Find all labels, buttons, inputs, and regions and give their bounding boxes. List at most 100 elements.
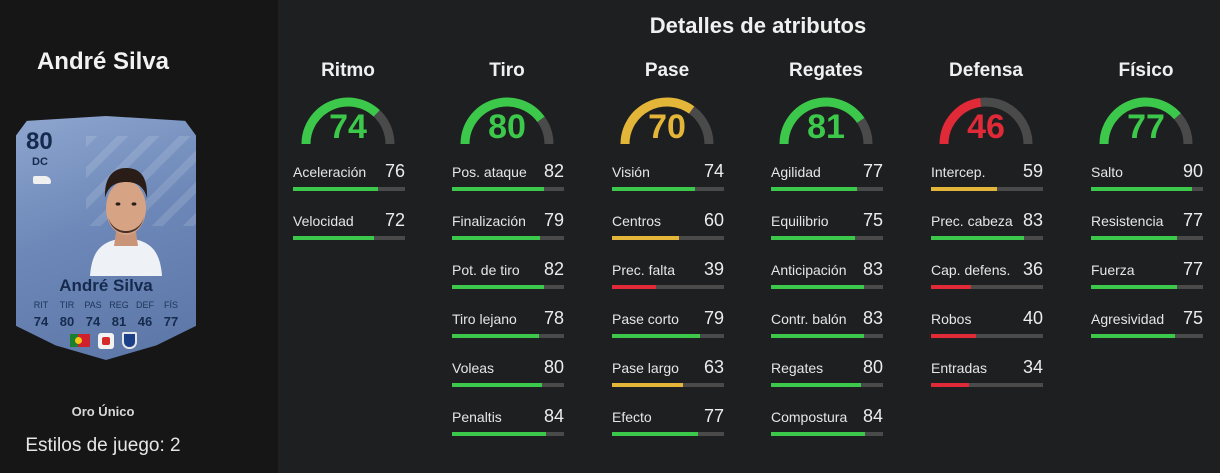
attribute-label: Regates: [771, 360, 824, 376]
attribute-label: Fuerza: [1091, 262, 1135, 278]
attribute-row[interactable]: Centros 60: [612, 210, 730, 262]
attribute-row[interactable]: Prec. cabeza 83: [931, 210, 1049, 262]
attribute-bar-fill: [452, 383, 542, 387]
attribute-bar-track: [771, 334, 883, 338]
attribute-bar-fill: [293, 187, 379, 191]
attribute-label: Entradas: [931, 360, 988, 376]
gauge-arc: [939, 97, 1033, 145]
gauge-fill: [1099, 97, 1181, 145]
attribute-row[interactable]: Pos. ataque 82: [452, 161, 570, 213]
attribute-label: Prec. cabeza: [931, 213, 1013, 229]
attribute-row[interactable]: Pase corto 79: [612, 308, 730, 360]
attribute-row[interactable]: Aceleración 76: [293, 161, 411, 213]
attribute-row[interactable]: Intercep. 59: [931, 161, 1049, 213]
category-gauge: 70: [617, 94, 717, 150]
player-card[interactable]: 80 DC André Silva RIT 74 TIR 80 PAS 74 REG 8…: [16, 116, 196, 360]
attribute-label: Penaltis: [452, 409, 502, 425]
category-gauge: 80: [457, 94, 557, 150]
attribute-row[interactable]: Regates 80: [771, 357, 889, 409]
attribute-column-pase: Pase 70 Visión 74 Centros 60 Prec. falta 39 Pase…: [602, 60, 732, 458]
attribute-bar-fill: [931, 236, 1024, 240]
card-stat-value: 74: [33, 314, 49, 329]
category-title: Defensa: [949, 60, 1023, 81]
attribute-bar-fill: [931, 187, 998, 191]
attribute-row[interactable]: Contr. balón 83: [771, 308, 889, 360]
attribute-row[interactable]: Agresividad 75: [1091, 308, 1209, 360]
attribute-row[interactable]: Voleas 80: [452, 357, 570, 409]
attribute-row[interactable]: Cap. defens. 36: [931, 259, 1049, 311]
attribute-row[interactable]: Velocidad 72: [293, 210, 411, 262]
attribute-bar-fill: [931, 334, 976, 338]
attribute-bar-track: [1091, 236, 1203, 240]
attribute-bar-track: [612, 383, 724, 387]
attribute-value: 34: [1022, 357, 1043, 377]
card-stat-value: 46: [137, 314, 153, 329]
attribute-row[interactable]: Equilibrio 75: [771, 210, 889, 262]
attribute-row[interactable]: Tiro lejano 78: [452, 308, 570, 360]
attribute-bar-track: [931, 383, 1043, 387]
category-title: Ritmo: [321, 60, 375, 81]
attribute-label: Agilidad: [771, 164, 821, 180]
attribute-value: 79: [703, 308, 724, 328]
attribute-row[interactable]: Compostura 84: [771, 406, 889, 458]
card-stat-label: REG: [109, 300, 129, 310]
card-stat: PAS 74: [80, 300, 106, 329]
attribute-value: 79: [543, 210, 564, 230]
attribute-row[interactable]: Pase largo 63: [612, 357, 730, 409]
attribute-bar-track: [1091, 285, 1203, 289]
attribute-row[interactable]: Visión 74: [612, 161, 730, 213]
attribute-bar-fill: [771, 432, 866, 436]
gauge-fill: [939, 97, 982, 145]
attribute-label: Resistencia: [1091, 213, 1164, 229]
attribute-bar-track: [612, 334, 724, 338]
category-rating: 80: [488, 108, 526, 146]
attribute-value: 63: [703, 357, 724, 377]
playstyles-count[interactable]: Estilos de juego: 2: [25, 435, 181, 456]
attribute-row[interactable]: Prec. falta 39: [612, 259, 730, 311]
attribute-row[interactable]: Penaltis 84: [452, 406, 570, 458]
attribute-bar-track: [612, 432, 724, 436]
attribute-row[interactable]: Pot. de tiro 82: [452, 259, 570, 311]
attribute-row[interactable]: Salto 90: [1091, 161, 1209, 213]
category-gauge: 81: [776, 94, 876, 150]
attribute-row[interactable]: Entradas 34: [931, 357, 1049, 409]
attribute-value: 80: [543, 357, 564, 377]
attribute-bar-track: [931, 285, 1043, 289]
attribute-bar-fill: [771, 187, 858, 191]
attribute-row[interactable]: Finalización 79: [452, 210, 570, 262]
attribute-bar-track: [771, 432, 883, 436]
attributes-panel-title: Detalles de atributos: [649, 13, 867, 38]
attribute-value: 40: [1022, 308, 1043, 328]
attribute-label: Equilibrio: [771, 213, 829, 229]
card-position: DC: [32, 156, 48, 168]
attribute-row[interactable]: Anticipación 83: [771, 259, 889, 311]
category-title: Regates: [789, 60, 863, 81]
attribute-bar-fill: [452, 187, 544, 191]
attribute-row[interactable]: Fuerza 77: [1091, 259, 1209, 311]
attribute-bar-track: [771, 285, 883, 289]
attribute-bar-fill: [931, 383, 970, 387]
attribute-row[interactable]: Efecto 77: [612, 406, 730, 458]
attribute-value: 76: [384, 161, 405, 181]
card-stat-label: PAS: [84, 300, 102, 310]
attribute-row[interactable]: Robos 40: [931, 308, 1049, 360]
attribute-bar-fill: [452, 432, 547, 436]
attribute-label: Salto: [1091, 164, 1123, 180]
boot-icon: [33, 176, 51, 184]
attribute-bar-track: [771, 187, 883, 191]
attribute-row[interactable]: Resistencia 77: [1091, 210, 1209, 262]
attribute-bar-track: [1091, 187, 1203, 191]
portugal-flag-icon: [70, 334, 90, 347]
attribute-value: 82: [543, 259, 564, 279]
card-stat: TIR 80: [54, 300, 80, 329]
attribute-row[interactable]: Agilidad 77: [771, 161, 889, 213]
attribute-bar-track: [452, 383, 564, 387]
attribute-label: Robos: [931, 311, 972, 327]
attribute-bar-fill: [452, 236, 541, 240]
attribute-value: 72: [384, 210, 405, 230]
attribute-bar-fill: [612, 236, 680, 240]
player-portrait: [90, 168, 162, 276]
attribute-label: Pos. ataque: [452, 164, 527, 180]
attribute-bar-track: [293, 187, 405, 191]
card-stat-label: FÍS: [163, 300, 178, 310]
